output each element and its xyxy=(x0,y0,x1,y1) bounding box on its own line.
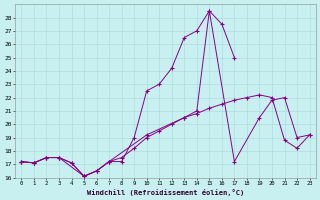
X-axis label: Windchill (Refroidissement éolien,°C): Windchill (Refroidissement éolien,°C) xyxy=(87,189,244,196)
